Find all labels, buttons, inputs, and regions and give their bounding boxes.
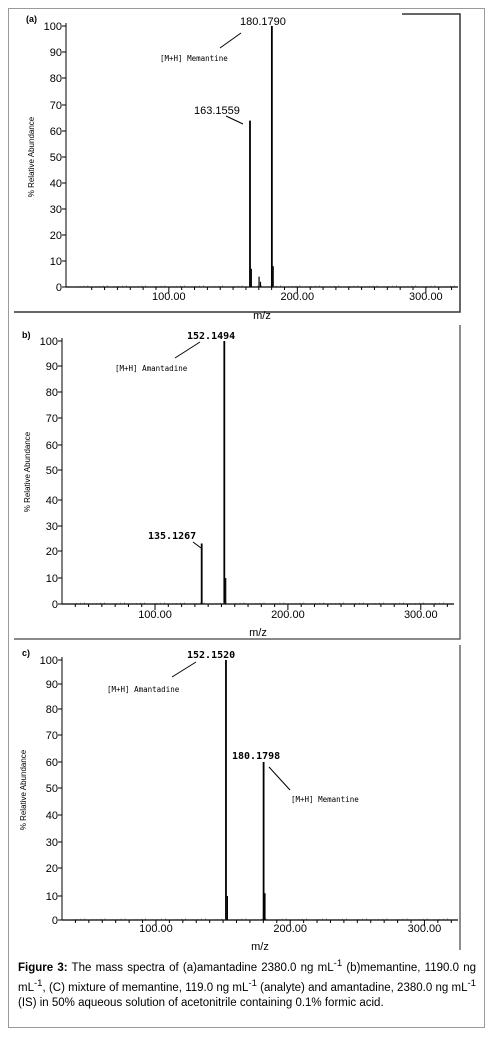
y-tick-label: 10 — [46, 891, 58, 903]
y-tick-label: 20 — [46, 546, 58, 558]
y-tick-label: 10 — [50, 256, 62, 268]
panel-label: (a) — [26, 14, 37, 24]
caption-sup-4: -1 — [467, 977, 476, 989]
y-tick-label: 40 — [46, 495, 58, 507]
figure-caption: Figure 3: The mass spectra of (a)amantad… — [18, 956, 476, 1011]
peak-label: 152.1520 — [187, 650, 235, 661]
annotation-leader — [174, 341, 201, 359]
y-tick-label: 90 — [46, 361, 58, 373]
y-tick-label: 80 — [46, 704, 58, 716]
peak-label: 180.1790 — [240, 16, 286, 28]
x-tick-label: 100.00 — [138, 609, 172, 621]
peak-label: 180.1798 — [232, 751, 280, 762]
annotation-label: [M+H] Memantine — [160, 54, 228, 63]
panel-label: b) — [22, 330, 31, 340]
caption-sup-1: -1 — [333, 958, 343, 969]
panel-label: c) — [22, 648, 30, 658]
y-tick-label: 60 — [46, 757, 58, 769]
y-tick-label: 20 — [46, 863, 58, 875]
x-tick-label: 200.00 — [273, 923, 307, 935]
y-tick-label: 90 — [46, 679, 58, 691]
peak-label: 135.1267 — [148, 531, 196, 542]
y-tick-label: 50 — [50, 152, 62, 164]
y-tick-label: 70 — [50, 100, 62, 112]
y-tick-label: 10 — [46, 573, 58, 585]
x-tick-label: 200.00 — [271, 609, 305, 621]
caption-text-2: (b)memantine, 1190.0 ng mL — [18, 961, 476, 994]
y-tick-label: 30 — [46, 521, 58, 533]
figure-frame — [8, 8, 485, 1028]
x-axis-label: m/z — [253, 310, 271, 322]
y-tick-label: 80 — [50, 73, 62, 85]
annotation-label: [M+H] Memantine — [291, 795, 359, 804]
y-tick-label: 70 — [46, 413, 58, 425]
y-tick-label: 30 — [50, 204, 62, 216]
caption-text-5: (IS) in 50% aqueous solution of acetonit… — [18, 996, 384, 1009]
y-tick-label: 0 — [52, 599, 58, 611]
y-axis-label: % Relative Abundance — [23, 431, 32, 512]
y-tick-label: 80 — [46, 387, 58, 399]
y-tick-label: 40 — [50, 178, 62, 190]
y-tick-label: 60 — [46, 440, 58, 452]
y-tick-label: 0 — [52, 915, 58, 927]
caption-figure-label: Figure 3: — [18, 961, 68, 974]
y-tick-label: 100 — [40, 336, 58, 348]
x-tick-label: 300.00 — [404, 609, 438, 621]
peak-label-leader — [192, 541, 202, 549]
annotation-label: [M+H] Amantadine — [115, 364, 188, 373]
peak-label-leader — [225, 115, 244, 125]
y-tick-label: 20 — [50, 230, 62, 242]
caption-sup-2: -1 — [33, 977, 43, 989]
x-tick-label: 300.00 — [408, 923, 442, 935]
x-axis-label: m/z — [249, 627, 267, 639]
annotation-leader — [219, 32, 242, 49]
y-tick-label: 70 — [46, 730, 58, 742]
annotation-leader — [171, 661, 197, 678]
caption-text-1: The mass spectra of (a)amantadine 2380.0… — [67, 961, 334, 974]
y-tick-label: 90 — [50, 47, 62, 59]
y-tick-label: 100 — [44, 21, 62, 33]
y-tick-label: 30 — [46, 837, 58, 849]
y-tick-label: 0 — [56, 282, 62, 294]
y-tick-label: 100 — [40, 655, 58, 667]
peak-label: 152.1494 — [187, 331, 235, 342]
x-tick-label: 300.00 — [409, 291, 443, 303]
panel-frame — [14, 325, 461, 640]
annotation-label: [M+H] Amantadine — [107, 685, 180, 694]
x-axis-label: m/z — [251, 941, 269, 950]
caption-text-4: (analyte) and amantadine, 2380.0 ng mL — [256, 981, 468, 994]
x-tick-label: 100.00 — [139, 923, 173, 935]
peak-label: 163.1559 — [194, 105, 240, 117]
y-tick-label: 40 — [46, 810, 58, 822]
x-tick-label: 200.00 — [281, 291, 315, 303]
y-axis-label: % Relative Abundance — [27, 116, 36, 197]
y-tick-label: 50 — [46, 465, 58, 477]
y-tick-label: 50 — [46, 783, 58, 795]
x-tick-label: 100.00 — [152, 291, 186, 303]
caption-sup-3: -1 — [248, 977, 257, 989]
y-tick-label: 60 — [50, 126, 62, 138]
panel-frame — [14, 13, 461, 313]
caption-text-3: , (C) mixture of memantine, 119.0 ng mL — [42, 981, 249, 994]
y-axis-label: % Relative Abundance — [19, 749, 28, 830]
annotation-leader — [268, 766, 291, 791]
